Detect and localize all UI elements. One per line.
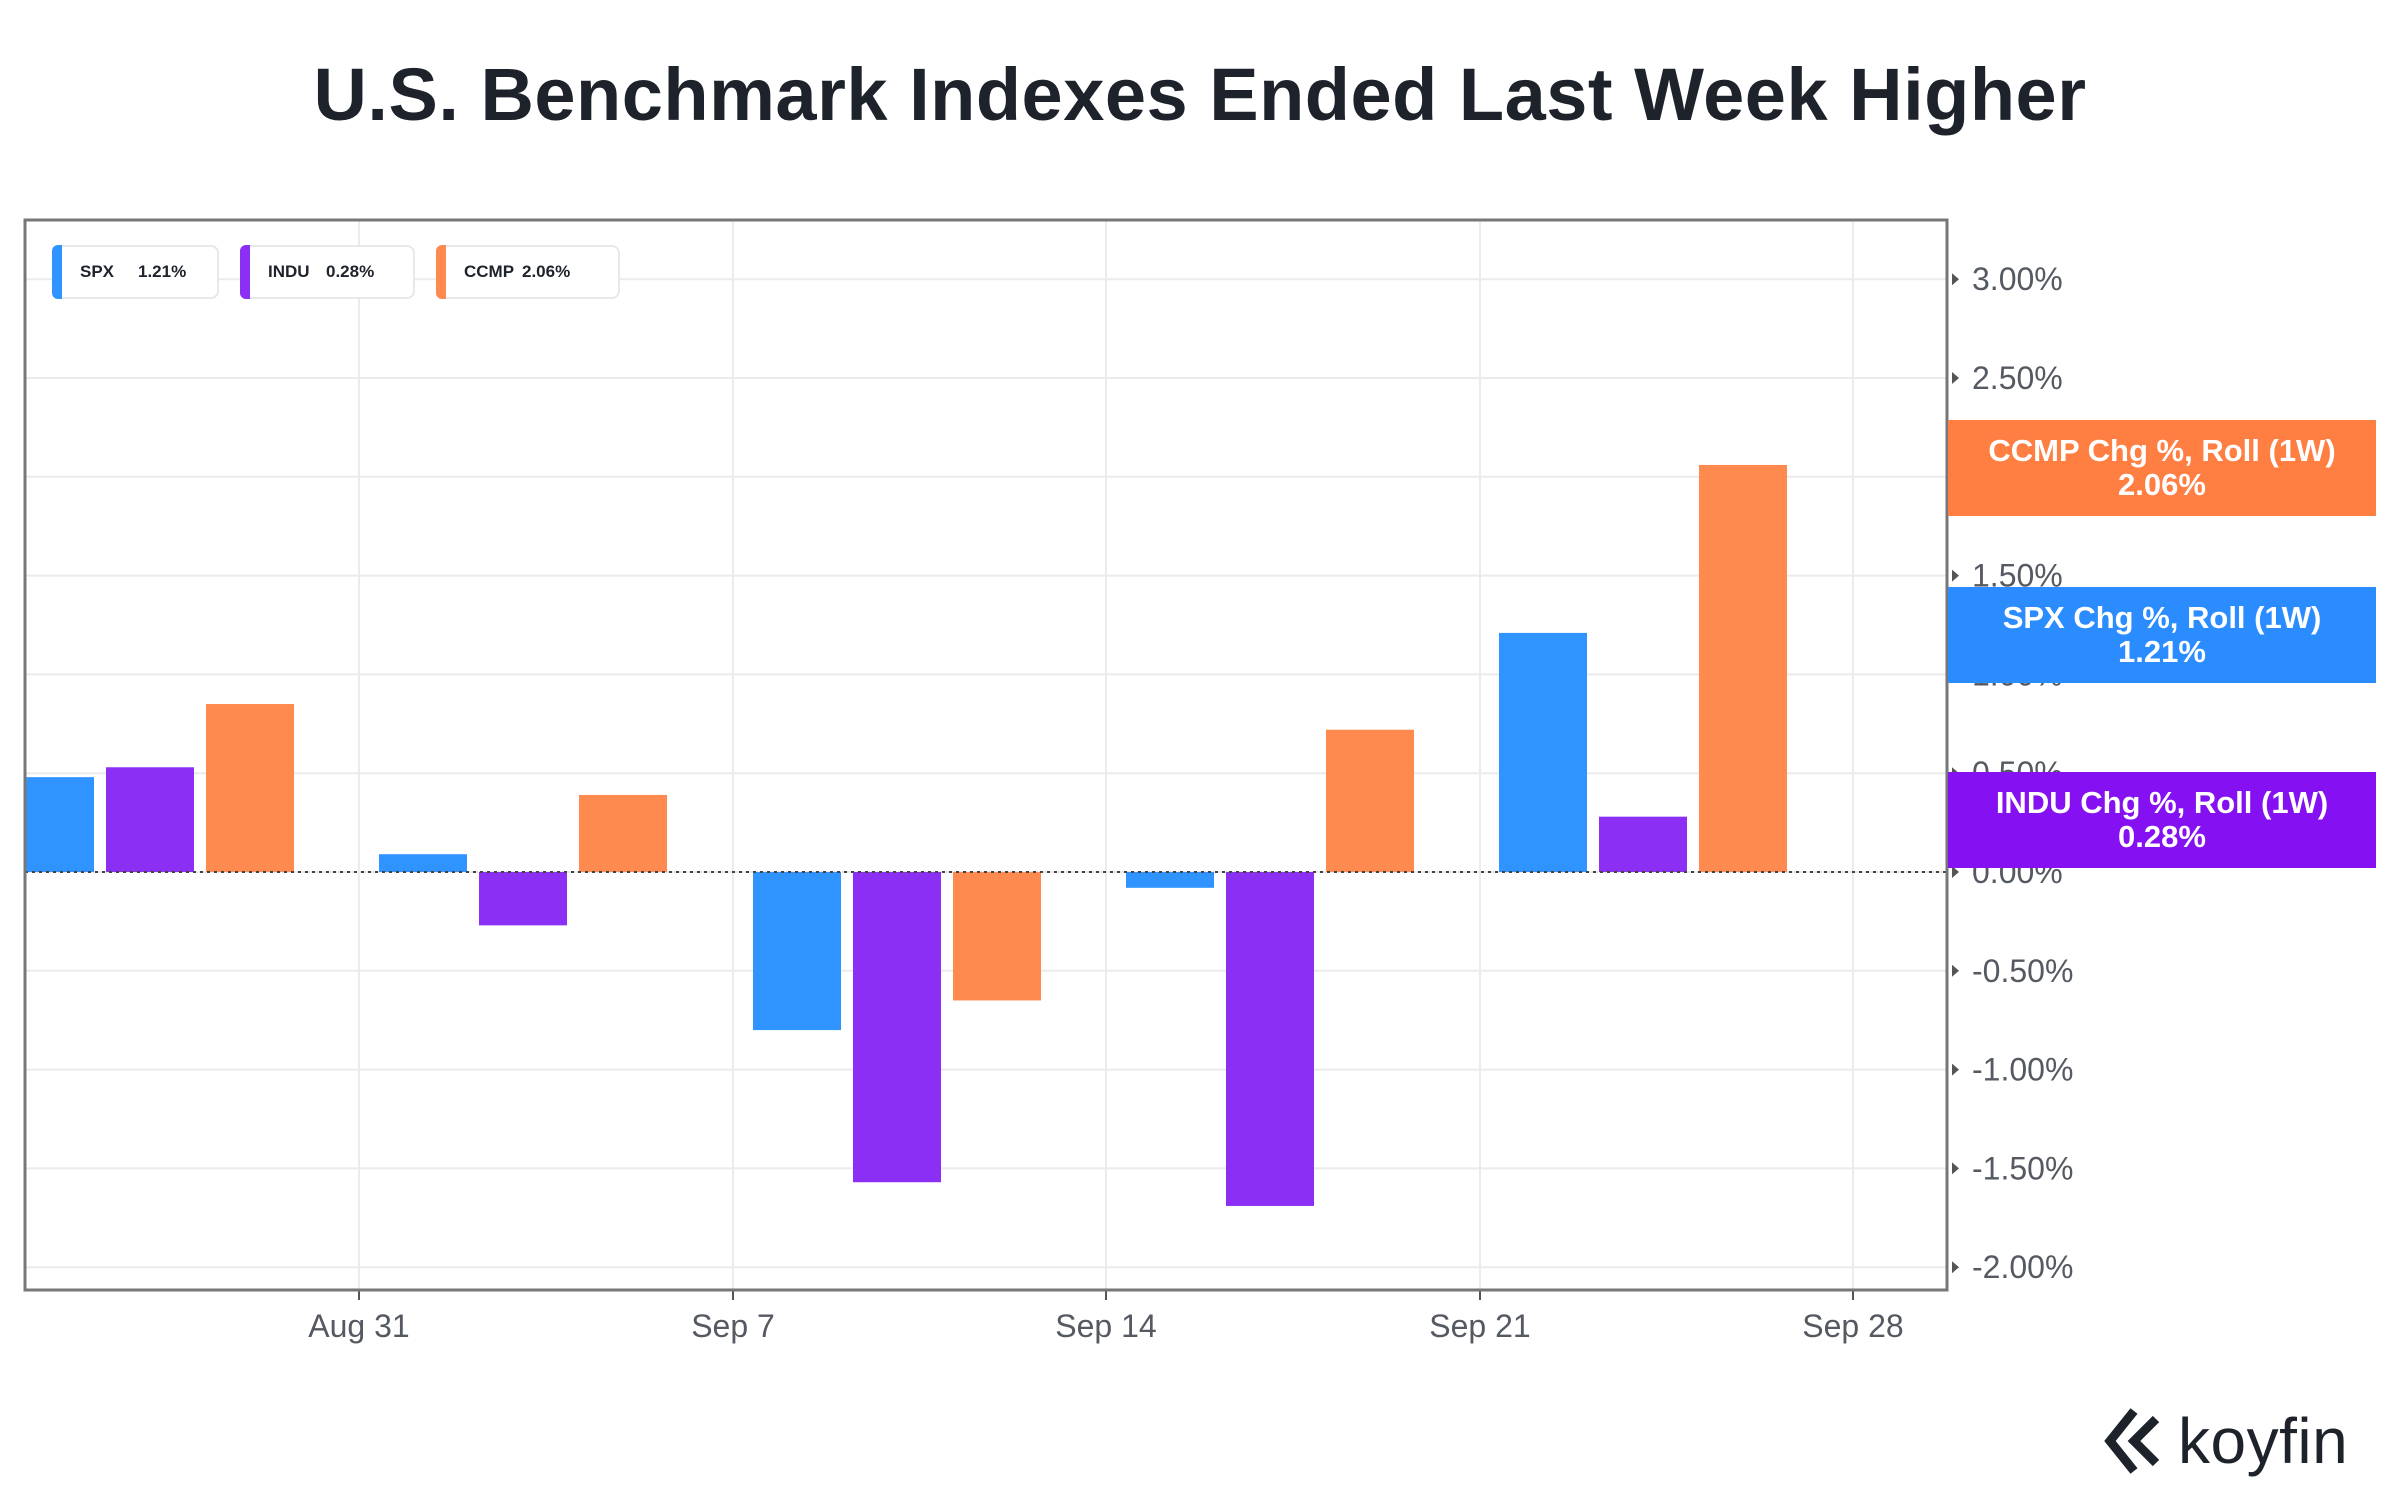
koyfin-logo: koyfin (2104, 1404, 2348, 1478)
legend-swatch (52, 245, 62, 299)
legend-swatch (240, 245, 250, 299)
legend-value: 0.28% (326, 262, 375, 281)
legend-item-spx[interactable]: SPX 1.21% (52, 245, 219, 299)
y-tick-marker (1952, 1261, 1959, 1274)
y-tick-label: -1.50% (1972, 1150, 2073, 1186)
callout-value: 2.06% (2118, 467, 2206, 502)
callout-spx: SPX Chg %, Roll (1W) 1.21% (1948, 587, 2376, 683)
bar-indu (853, 872, 941, 1183)
bar-ccmp (206, 704, 294, 872)
bar-spx (25, 777, 94, 872)
x-tick-label: Sep 14 (1055, 1308, 1156, 1344)
y-tick-label: -2.00% (1972, 1249, 2073, 1285)
y-tick-label: -0.50% (1972, 953, 2073, 989)
bar-indu (479, 872, 567, 926)
y-tick-label: -1.00% (1972, 1052, 2073, 1088)
y-tick-marker (1952, 1063, 1959, 1076)
y-tick-label: 3.00% (1972, 261, 2063, 297)
callout-value: 1.21% (2118, 634, 2206, 669)
y-tick-marker (1952, 372, 1959, 384)
x-tick-label: Aug 31 (308, 1308, 409, 1344)
koyfin-logo-icon (2104, 1408, 2160, 1474)
bar-spx (753, 872, 841, 1031)
bar-spx (1126, 872, 1214, 888)
legend-label: INDU (268, 262, 310, 281)
bar-indu (1599, 816, 1687, 872)
legend-label: SPX (80, 262, 115, 281)
bar-ccmp (1699, 464, 1787, 872)
callout-label: CCMP Chg %, Roll (1W) (1988, 433, 2336, 468)
legend-label: CCMP (464, 262, 515, 281)
legend-item-ccmp[interactable]: CCMP 2.06% (436, 245, 620, 299)
callout-ccmp: CCMP Chg %, Roll (1W) 2.06% (1948, 420, 2376, 516)
bar-indu (106, 767, 194, 872)
y-tick-label: 2.50% (1972, 360, 2063, 396)
callout-indu: INDU Chg %, Roll (1W) 0.28% (1948, 772, 2376, 868)
y-tick-marker (1952, 1162, 1959, 1175)
bar-ccmp (1326, 729, 1414, 872)
callout-value: 0.28% (2118, 819, 2206, 854)
y-tick-marker (1952, 569, 1959, 582)
legend-value: 2.06% (522, 262, 571, 281)
brand-name: koyfin (2178, 1405, 2349, 1477)
x-tick-label: Sep 7 (691, 1308, 775, 1344)
callout-label: INDU Chg %, Roll (1W) (1995, 785, 2329, 820)
bar-indu (1226, 872, 1314, 1206)
bar-spx (1499, 632, 1587, 872)
x-tick-label: Sep 28 (1802, 1308, 1903, 1344)
plot-frame (23, 218, 1949, 1292)
legend-item-indu[interactable]: INDU 0.28% (240, 245, 415, 299)
bar-spx (379, 854, 467, 872)
bar-ccmp (953, 872, 1041, 1001)
bar-ccmp (579, 794, 667, 872)
y-tick-marker (1952, 273, 1959, 286)
y-tick-marker (1952, 964, 1959, 977)
legend-swatch (436, 245, 446, 299)
callout-label: SPX Chg %, Roll (1W) (2002, 600, 2322, 635)
x-tick-label: Sep 21 (1429, 1308, 1530, 1344)
y-tick-marker (1952, 866, 1959, 878)
chart-title: U.S. Benchmark Indexes Ended Last Week H… (313, 53, 2087, 136)
legend-value: 1.21% (138, 262, 187, 281)
